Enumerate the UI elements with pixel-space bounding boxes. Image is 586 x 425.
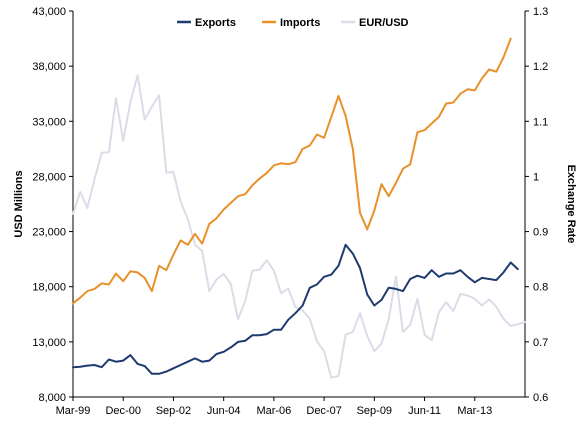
legend-label-eur-usd: EUR/USD — [359, 17, 409, 29]
y2-axis-title: Exchange Rate — [565, 165, 577, 244]
y2-tick-label: 1.3 — [533, 6, 548, 18]
y-axis-title: USD Millions — [13, 170, 25, 237]
y-tick-label: 43,000 — [32, 6, 66, 18]
y-tick-label: 38,000 — [32, 61, 66, 73]
x-axis-ticks: Mar-99 Dec-00 Sep-02 Jun-04 Mar-06 Dec-07 Sep-… — [56, 397, 492, 417]
x-tick-label: Jun-04 — [207, 405, 241, 417]
y2-axis-ticks: 0.6 0.7 0.8 0.9 1 1.1 1.2 1.3 — [525, 6, 548, 404]
x-tick-label: Dec-07 — [306, 405, 341, 417]
y2-tick-label: 0.8 — [533, 282, 548, 294]
y-axis-ticks: 8,000 13,000 18,000 23,000 28,000 33,000 38,00… — [32, 6, 73, 404]
x-tick-label: Sep-09 — [357, 405, 392, 417]
series-line-imports — [72, 37, 512, 305]
y-tick-label: 8,000 — [38, 392, 66, 404]
y-tick-label: 33,000 — [32, 116, 66, 128]
x-tick-label: Mar-06 — [256, 405, 291, 417]
legend-label-imports: Imports — [280, 17, 320, 29]
y-tick-label: 28,000 — [32, 171, 66, 183]
series-line-eur-usd — [72, 74, 526, 379]
x-tick-label: Jun-11 — [408, 405, 441, 417]
x-tick-label: Dec-00 — [105, 405, 140, 417]
y2-tick-label: 0.9 — [533, 227, 548, 239]
x-tick-label: Mar-99 — [56, 405, 91, 417]
y2-tick-label: 1.2 — [533, 61, 548, 73]
y2-tick-label: 0.6 — [533, 392, 548, 404]
y2-tick-label: 1.1 — [533, 116, 548, 128]
x-tick-label: Mar-13 — [457, 405, 492, 417]
legend-label-exports: Exports — [195, 17, 236, 29]
series-lines — [72, 37, 526, 379]
y2-tick-label: 1 — [533, 171, 539, 183]
y-tick-label: 18,000 — [32, 282, 66, 294]
legend: Exports Imports EUR/USD — [177, 17, 409, 29]
series-line-exports — [72, 243, 519, 375]
plot-frame — [72, 11, 526, 398]
y-tick-label: 13,000 — [32, 337, 66, 349]
y-tick-label: 23,000 — [32, 227, 66, 239]
y2-tick-label: 0.7 — [533, 337, 548, 349]
x-tick-label: Sep-02 — [156, 405, 191, 417]
